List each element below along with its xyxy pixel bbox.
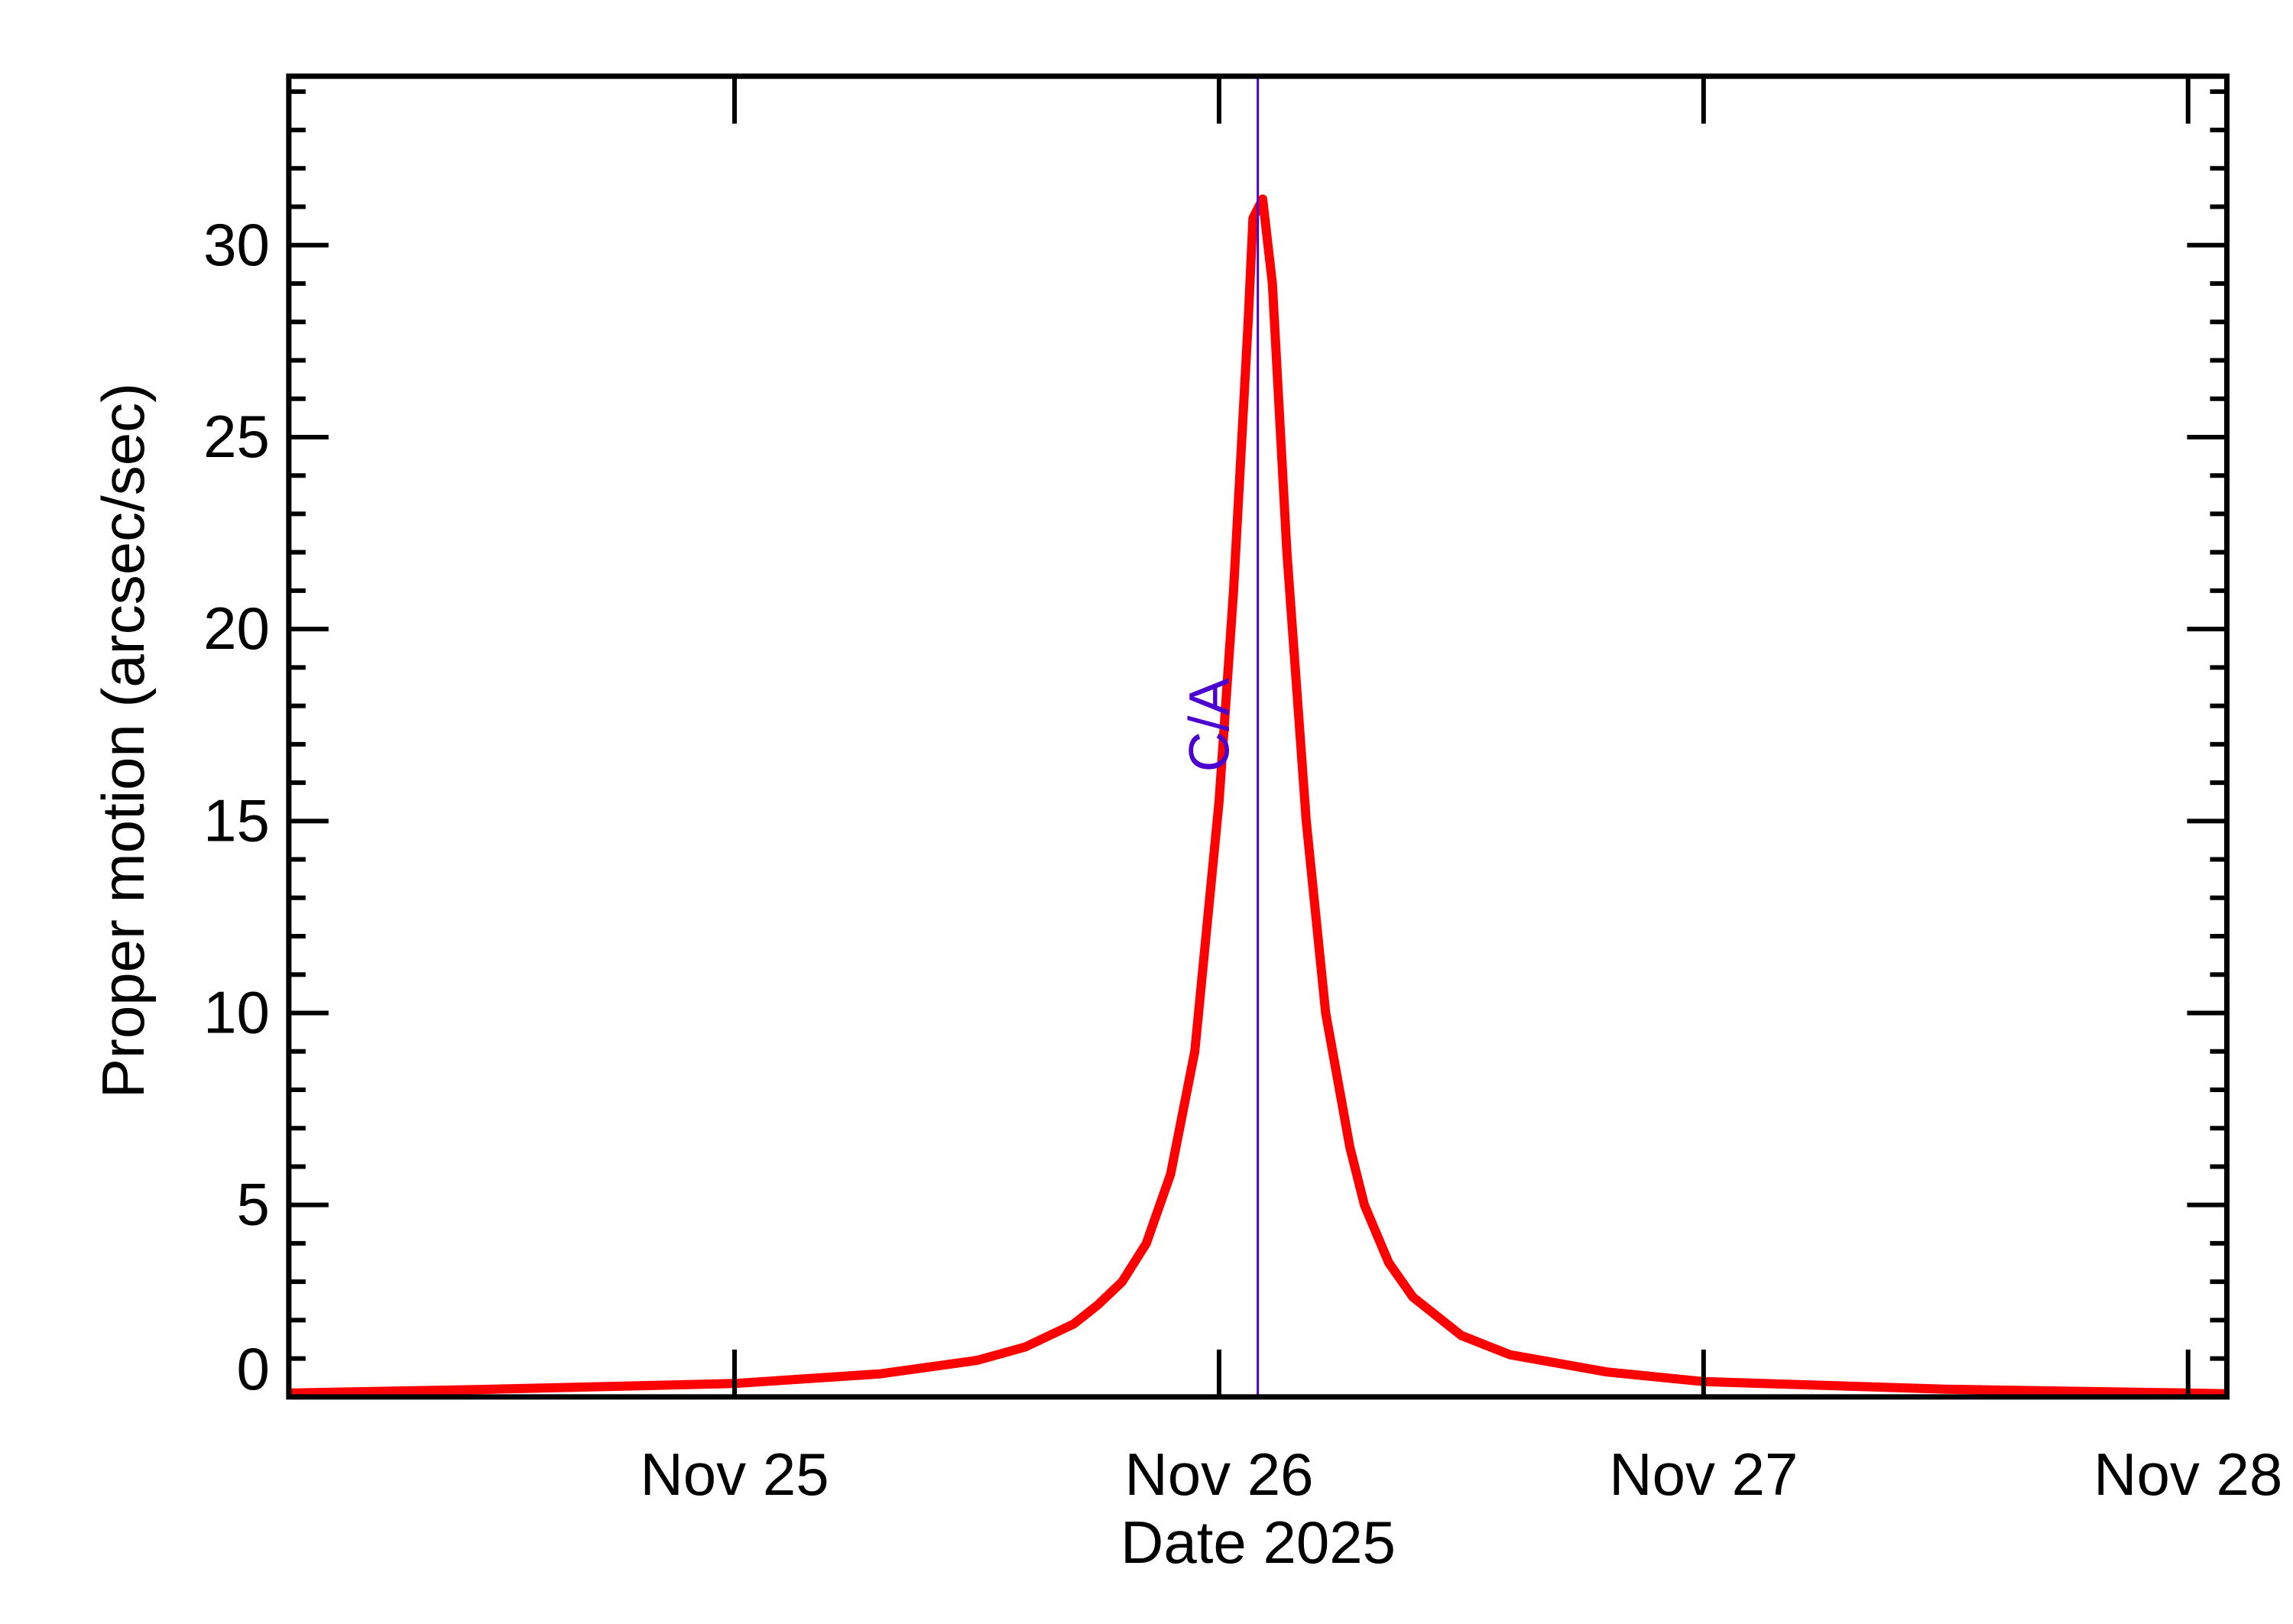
x-tick-label: Nov 26 bbox=[1124, 1441, 1313, 1508]
closest-approach-marker: C/A bbox=[1178, 76, 1260, 1397]
plot-border bbox=[286, 73, 2230, 1400]
ca-label: C/A bbox=[1178, 677, 1241, 772]
y-tick-label: 15 bbox=[203, 786, 270, 854]
x-axis-ticks: Nov 25 Nov 26 Nov 27 Nov 28 bbox=[640, 76, 2282, 1508]
x-tick-label: Nov 27 bbox=[1609, 1441, 1798, 1508]
y-axis-ticks: 0 5 10 15 20 25 30 bbox=[203, 89, 2227, 1402]
y-tick-label: 30 bbox=[203, 211, 270, 278]
y-tick-label: 0 bbox=[236, 1335, 269, 1402]
y-tick-label: 5 bbox=[236, 1171, 269, 1238]
y-tick-label: 10 bbox=[203, 978, 270, 1045]
y-tick-label: 25 bbox=[203, 403, 270, 470]
y-axis-title: Proper motion (arcsec/sec) bbox=[89, 383, 157, 1098]
plot-frame bbox=[286, 73, 2230, 1400]
x-tick-label: Nov 28 bbox=[2094, 1441, 2282, 1508]
x-tick-label: Nov 25 bbox=[640, 1441, 829, 1508]
y-tick-label: 20 bbox=[203, 595, 270, 662]
x-axis-title: Date 2025 bbox=[1121, 1509, 1396, 1576]
